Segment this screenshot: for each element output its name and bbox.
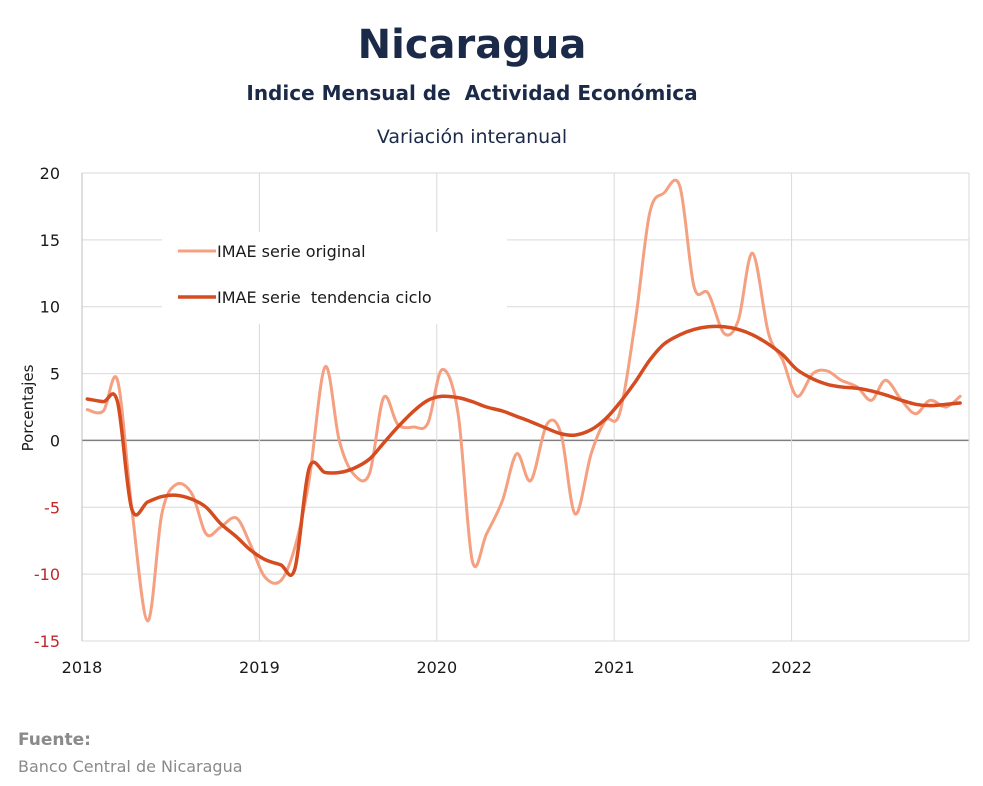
series-line-trend	[85, 324, 962, 577]
y-tick-label: 10	[40, 298, 60, 317]
x-axis-ticks: 2018 2019 2020 2021 2022	[62, 658, 812, 677]
chart-subtitle: Indice Mensual de Actividad Económica	[246, 81, 697, 105]
series-lines	[85, 178, 962, 623]
chart-subtitle-2: Variación interanual	[377, 126, 567, 148]
x-tick-label: 2018	[62, 658, 103, 677]
y-tick-label: 5	[50, 365, 60, 384]
y-tick-label: 0	[50, 431, 60, 450]
legend-label-original: IMAE serie original	[217, 242, 366, 261]
x-tick-label: 2022	[771, 658, 812, 677]
y-tick-label: 15	[40, 231, 60, 250]
chart-title: Nicaragua	[358, 22, 587, 68]
source-label: Fuente:	[18, 730, 91, 750]
y-axis-label: Porcentajes	[19, 364, 37, 451]
y-tick-label: -10	[34, 565, 60, 584]
x-tick-label: 2020	[416, 658, 457, 677]
y-tick-label: 20	[40, 164, 60, 183]
source-text: Banco Central de Nicaragua	[18, 757, 243, 776]
y-axis-ticks: 20 15 10 5 0 -5 -10 -15	[34, 164, 60, 651]
legend-background	[162, 232, 507, 324]
y-tick-label: -5	[44, 498, 60, 517]
x-tick-label: 2021	[594, 658, 635, 677]
legend-label-trend: IMAE serie tendencia ciclo	[217, 288, 432, 307]
legend: IMAE serie original IMAE serie tendencia…	[162, 232, 507, 324]
x-tick-label: 2019	[239, 658, 280, 677]
y-tick-label: -15	[34, 632, 60, 651]
series-line-original	[85, 178, 962, 623]
